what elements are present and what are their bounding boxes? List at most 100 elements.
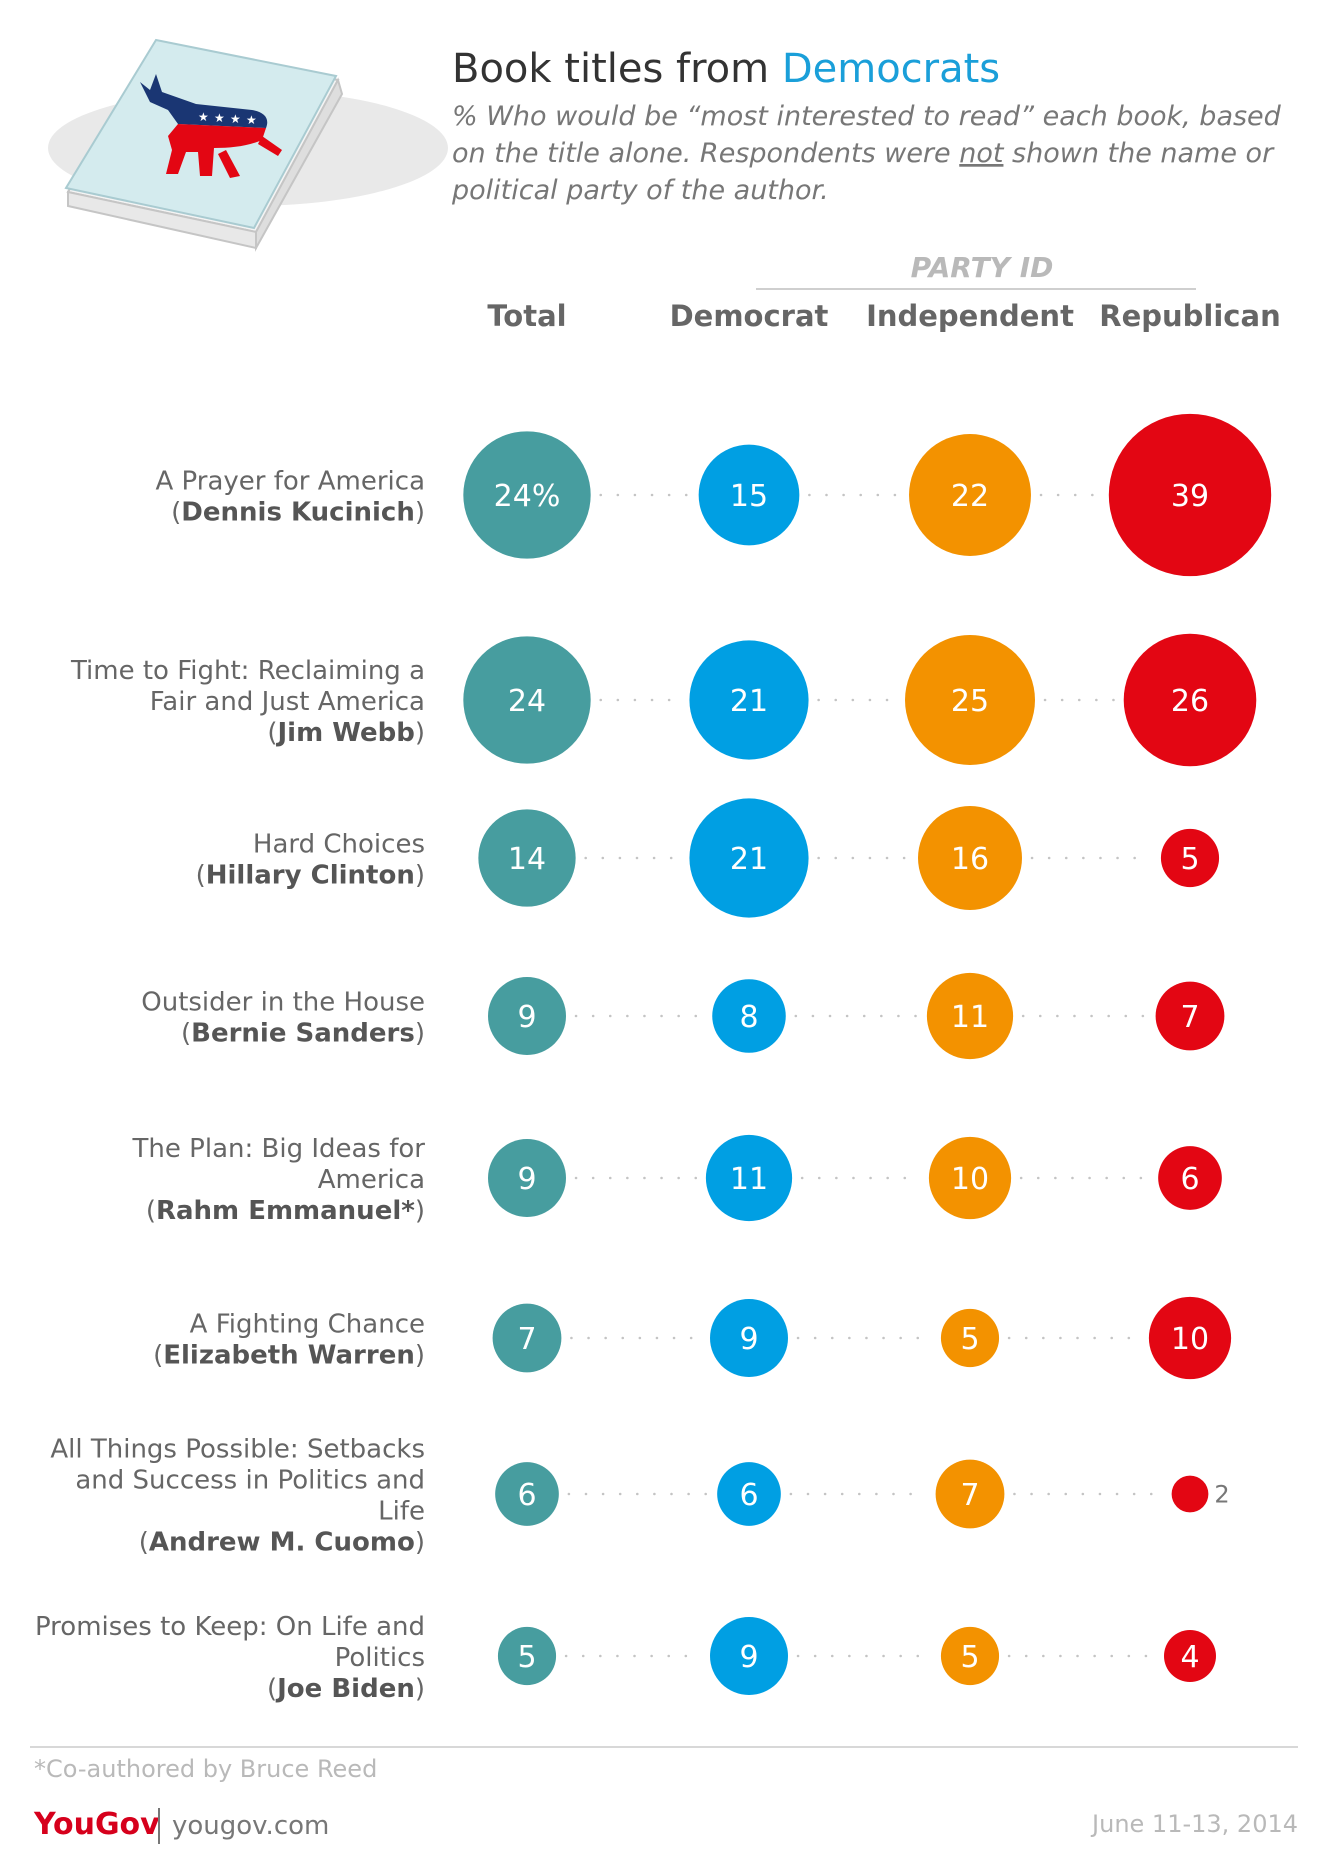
bubble-value-total: 5	[517, 1640, 536, 1675]
bubble-independent	[926, 972, 1014, 1060]
bubble-value-republican: 5	[1180, 842, 1199, 877]
bubble-independent	[940, 1626, 1000, 1686]
table-row: A Prayer for America(Dennis Kucinich) 24%…	[156, 413, 1272, 577]
bubble-value-democrat: 9	[739, 1640, 758, 1675]
bubble-value-republican: 39	[1171, 479, 1209, 514]
column-headers: Total Democrat Independent Republican	[487, 299, 1280, 333]
bubble-value-independent: 22	[951, 479, 989, 514]
bubble-democrat	[705, 1134, 793, 1222]
bubble-value-total: 24%	[494, 479, 561, 514]
bubble-republican	[1108, 413, 1272, 577]
bubble-value-democrat: 8	[739, 1000, 758, 1035]
bubble-republican	[1164, 1630, 1216, 1682]
book-title: Outsider in the House	[141, 988, 425, 1018]
book-title: A Fighting Chance	[190, 1310, 425, 1340]
column-header-democrat: Democrat	[670, 299, 829, 333]
bubble-value-republican: 10	[1171, 1322, 1209, 1357]
table-row: Hard Choices(Hillary Clinton) 14 21 16 5	[196, 798, 1220, 918]
bubble-value-republican: 6	[1180, 1162, 1199, 1197]
site-link[interactable]: yougov.com	[172, 1811, 329, 1841]
bubble-value-total: 9	[517, 1162, 536, 1197]
bubble-value-democrat: 15	[730, 479, 768, 514]
book-title: Time to Fight: Reclaiming a	[70, 656, 425, 686]
book-title: Hard Choices	[253, 830, 425, 860]
group-header: PARTY ID	[911, 251, 1054, 284]
bubble-republican	[1155, 981, 1225, 1051]
bubble-value-democrat: 21	[730, 684, 768, 719]
subtitle-line: political party of the author.	[451, 175, 829, 206]
bubble-value-republican: 4	[1180, 1640, 1199, 1675]
svg-text:★: ★	[246, 113, 257, 127]
book-author: (Andrew M. Cuomo)	[139, 1528, 425, 1558]
bubble-value-total: 24	[508, 684, 546, 719]
brand-logo: YouGov	[33, 1807, 160, 1842]
column-header-independent: Independent	[866, 299, 1074, 333]
svg-text:★: ★	[214, 111, 225, 125]
book-author: (Hillary Clinton)	[196, 861, 425, 891]
book-title: Life	[378, 1497, 425, 1527]
bubble-democrat	[689, 798, 809, 918]
bubble-independent	[918, 806, 1022, 910]
bubble-democrat	[698, 444, 800, 546]
bubble-republican	[1160, 828, 1220, 888]
bubble-total	[488, 1139, 566, 1217]
footnote: *Co-authored by Bruce Reed	[34, 1755, 377, 1783]
bubble-value-democrat: 6	[739, 1478, 758, 1513]
bubble-independent	[905, 635, 1035, 765]
book-author: (Joe Biden)	[267, 1674, 425, 1704]
survey-date: June 11-13, 2014	[1090, 1810, 1298, 1838]
book-title: Promises to Keep: On Life and	[35, 1612, 425, 1642]
bubble-total	[463, 636, 591, 764]
table-row: A Fighting Chance(Elizabeth Warren) 7 9 5 10	[153, 1296, 1232, 1380]
book-title: Fair and Just America	[150, 687, 425, 717]
bubble-total	[488, 977, 566, 1055]
bubble-democrat	[712, 979, 786, 1053]
book-title: and Success in Politics and	[75, 1466, 425, 1496]
bubble-value-independent: 5	[960, 1322, 979, 1357]
bubble-value-independent: 5	[960, 1640, 979, 1675]
svg-text:★: ★	[198, 110, 209, 124]
bubble-democrat	[710, 1617, 788, 1695]
column-header-total: Total	[487, 299, 566, 333]
bubble-value-total: 14	[508, 842, 546, 877]
bubble-republican	[1171, 1475, 1209, 1513]
bubble-total	[492, 1303, 562, 1373]
bubble-total	[495, 1462, 559, 1526]
bubble-republican	[1148, 1296, 1232, 1380]
bubble-independent	[935, 1459, 1005, 1529]
bubble-value-independent: 25	[951, 684, 989, 719]
bubble-value-total: 9	[517, 1000, 536, 1035]
bubble-value-republican: 26	[1171, 684, 1209, 719]
bubble-value-democrat: 11	[730, 1162, 768, 1197]
column-header-republican: Republican	[1099, 299, 1280, 333]
bubble-value-total: 6	[517, 1478, 536, 1513]
bubble-democrat	[689, 640, 809, 760]
book-title: The Plan: Big Ideas for	[132, 1134, 426, 1164]
book-title: All Things Possible: Setbacks	[50, 1435, 425, 1465]
bubble-value-independent: 16	[951, 842, 989, 877]
bubble-value-independent: 10	[951, 1162, 989, 1197]
table-row: Promises to Keep: On Life andPolitics(Jo…	[35, 1612, 1216, 1704]
bubble-value-democrat: 21	[730, 842, 768, 877]
bubble-total	[463, 431, 591, 559]
bubble-total	[497, 1626, 557, 1686]
book-title: Politics	[335, 1643, 425, 1673]
table-row: Outsider in the House(Bernie Sanders) 9 8 1…	[141, 972, 1225, 1060]
bubble-matrix: A Prayer for America(Dennis Kucinich) 24%…	[35, 413, 1272, 1704]
bubble-independent	[940, 1308, 1000, 1368]
bubble-value-republican: 2	[1214, 1481, 1229, 1509]
bubble-value-total: 7	[517, 1322, 536, 1357]
bubble-value-democrat: 9	[739, 1322, 758, 1357]
bubble-value-independent: 7	[960, 1478, 979, 1513]
subtitle-line: on the title alone. Respondents were not…	[452, 138, 1275, 169]
bubble-democrat	[710, 1299, 788, 1377]
subtitle-line: % Who would be “most interested to read”…	[452, 101, 1282, 132]
book-author: (Jim Webb)	[267, 718, 425, 748]
page-title: Book titles from Democrats	[452, 46, 1000, 92]
book-author: (Elizabeth Warren)	[153, 1341, 425, 1371]
book-title: A Prayer for America	[156, 467, 426, 497]
bubble-republican	[1158, 1146, 1222, 1210]
